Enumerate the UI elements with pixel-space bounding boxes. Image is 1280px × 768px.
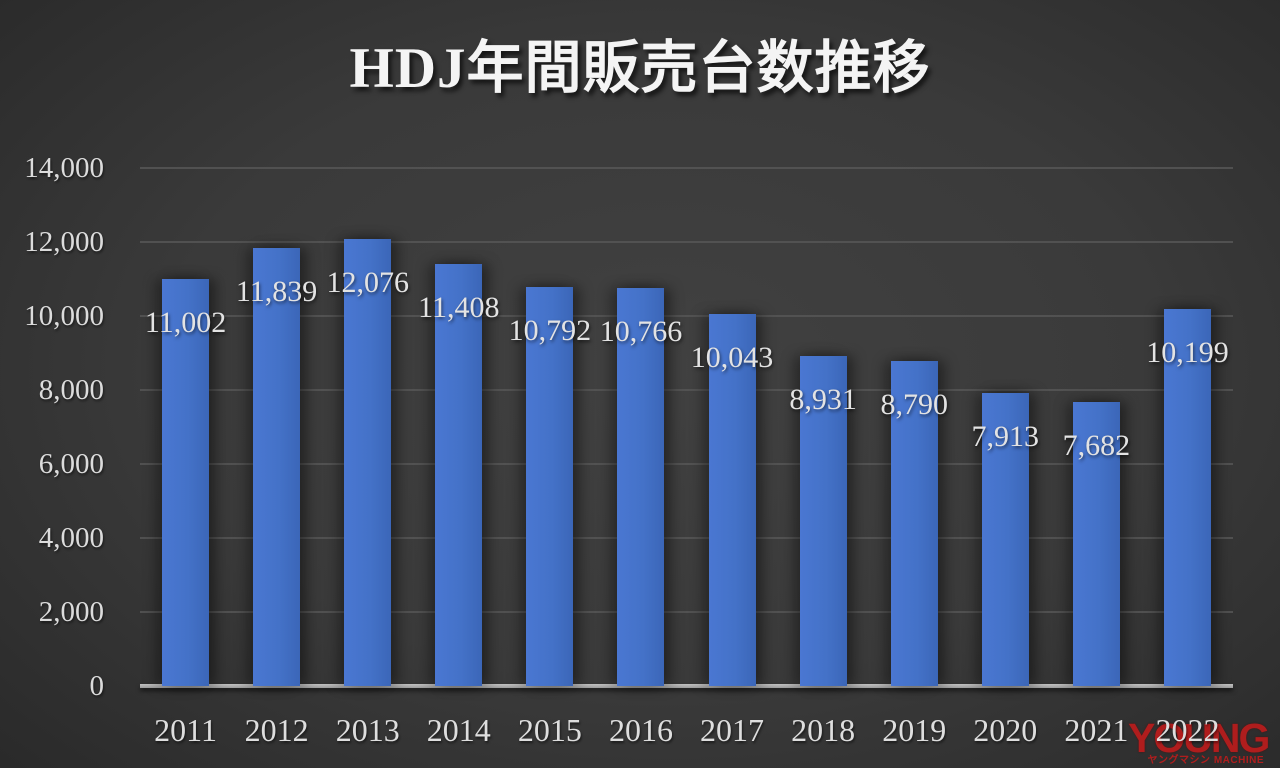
gridline bbox=[140, 167, 1233, 169]
y-axis-label: 6,000 bbox=[38, 448, 104, 480]
data-label: 11,408 bbox=[418, 290, 500, 324]
gridline bbox=[140, 463, 1233, 465]
data-label: 7,913 bbox=[971, 420, 1040, 454]
x-axis-label: 2012 bbox=[244, 712, 309, 748]
bar-2020 bbox=[981, 393, 1029, 686]
y-axis-label: 4,000 bbox=[38, 522, 104, 554]
young-machine-watermark: YOUNG ヤングマシン MACHINE bbox=[1128, 715, 1270, 767]
data-label: 11,839 bbox=[235, 274, 318, 308]
gridline bbox=[140, 241, 1233, 243]
bar-2018 bbox=[799, 355, 847, 686]
y-axis-label: 0 bbox=[89, 670, 105, 702]
x-axis-line bbox=[140, 684, 1233, 688]
x-axis-label: 2016 bbox=[608, 712, 673, 748]
chart-title: HDJ年間販売台数推移 bbox=[349, 37, 931, 100]
x-axis-label: 2019 bbox=[882, 712, 947, 748]
gridline bbox=[140, 389, 1233, 391]
watermark-machine-text: ヤングマシン MACHINE bbox=[1147, 755, 1264, 766]
x-axis-label: 2015 bbox=[517, 712, 582, 748]
y-axis-label: 14,000 bbox=[24, 152, 104, 184]
data-label: 10,043 bbox=[690, 341, 774, 375]
x-axis-label: 2021 bbox=[1064, 712, 1129, 748]
data-label: 10,766 bbox=[599, 314, 683, 348]
data-label: 7,682 bbox=[1062, 428, 1131, 462]
data-label: 11,002 bbox=[144, 305, 227, 339]
x-axis-label: 2022 bbox=[1155, 712, 1220, 748]
bar-2022 bbox=[1163, 308, 1211, 686]
y-axis-label: 12,000 bbox=[24, 226, 104, 258]
data-label: 8,931 bbox=[789, 382, 857, 416]
x-axis-label: 2020 bbox=[973, 712, 1038, 748]
data-label: 8,790 bbox=[880, 387, 948, 421]
bar-2014 bbox=[435, 263, 483, 686]
x-axis-label: 2017 bbox=[700, 712, 765, 748]
data-label: 10,792 bbox=[508, 313, 592, 347]
gridline bbox=[140, 611, 1233, 613]
bar-2013 bbox=[344, 239, 392, 686]
bar-2015 bbox=[526, 286, 574, 686]
bar-2012 bbox=[253, 247, 301, 686]
x-axis-label: 2014 bbox=[426, 712, 491, 748]
bar-2011 bbox=[162, 278, 210, 686]
bar-2016 bbox=[617, 287, 665, 686]
bar-2021 bbox=[1072, 401, 1120, 686]
watermark-young-text: YOUNG bbox=[1128, 715, 1270, 761]
gridline bbox=[140, 537, 1233, 539]
y-axis-label: 2,000 bbox=[38, 596, 104, 628]
y-axis-label: 8,000 bbox=[38, 374, 104, 406]
x-axis-label: 2018 bbox=[791, 712, 856, 748]
bar-2019 bbox=[890, 360, 938, 686]
y-axis-label: 10,000 bbox=[24, 300, 104, 332]
gridline bbox=[140, 315, 1233, 317]
data-label: 10,199 bbox=[1146, 335, 1229, 369]
data-label: 12,076 bbox=[326, 266, 409, 300]
x-axis-label: 2011 bbox=[154, 712, 217, 748]
x-axis-label: 2013 bbox=[335, 712, 400, 748]
bar-2017 bbox=[708, 314, 756, 686]
